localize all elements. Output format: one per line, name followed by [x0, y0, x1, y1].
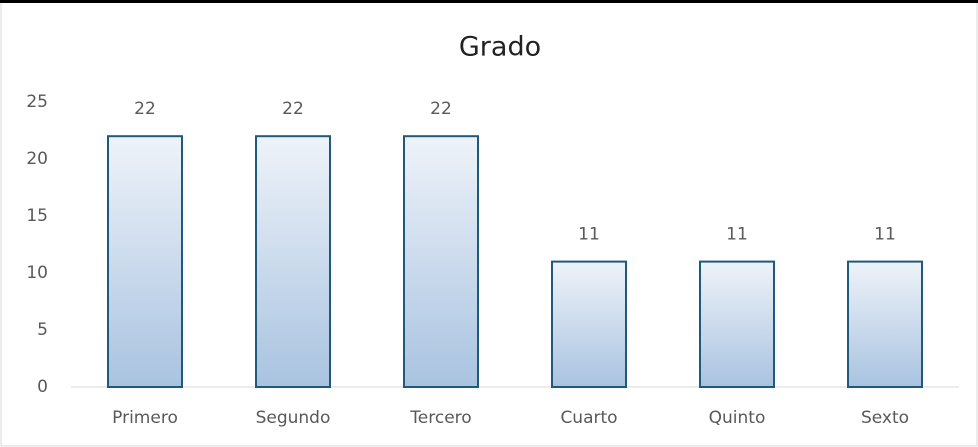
y-tick-label: 5 [37, 320, 48, 340]
bar [847, 260, 923, 389]
y-tick-label: 25 [26, 92, 48, 112]
data-label: 11 [726, 225, 748, 245]
x-tick-label: Cuarto [560, 408, 617, 428]
bar [551, 260, 627, 389]
x-tick-label: Sexto [861, 408, 909, 428]
x-tick-label: Primero [112, 408, 178, 428]
bar [107, 135, 183, 388]
y-tick-label: 0 [37, 377, 48, 397]
x-tick-label: Tercero [409, 408, 471, 428]
top-border [0, 0, 978, 3]
bar [699, 260, 775, 389]
data-label: 22 [282, 99, 304, 119]
data-label: 22 [430, 99, 452, 119]
data-label: 22 [134, 99, 156, 119]
data-label: 11 [874, 225, 896, 245]
y-tick-label: 15 [26, 206, 48, 226]
y-tick-label: 10 [26, 263, 48, 283]
bar [255, 135, 331, 388]
x-tick-label: Quinto [709, 408, 766, 428]
y-tick-label: 20 [26, 149, 48, 169]
bar [403, 135, 479, 388]
data-label: 11 [578, 225, 600, 245]
chart-title: Grado [459, 32, 541, 63]
x-tick-label: Segundo [256, 408, 331, 428]
